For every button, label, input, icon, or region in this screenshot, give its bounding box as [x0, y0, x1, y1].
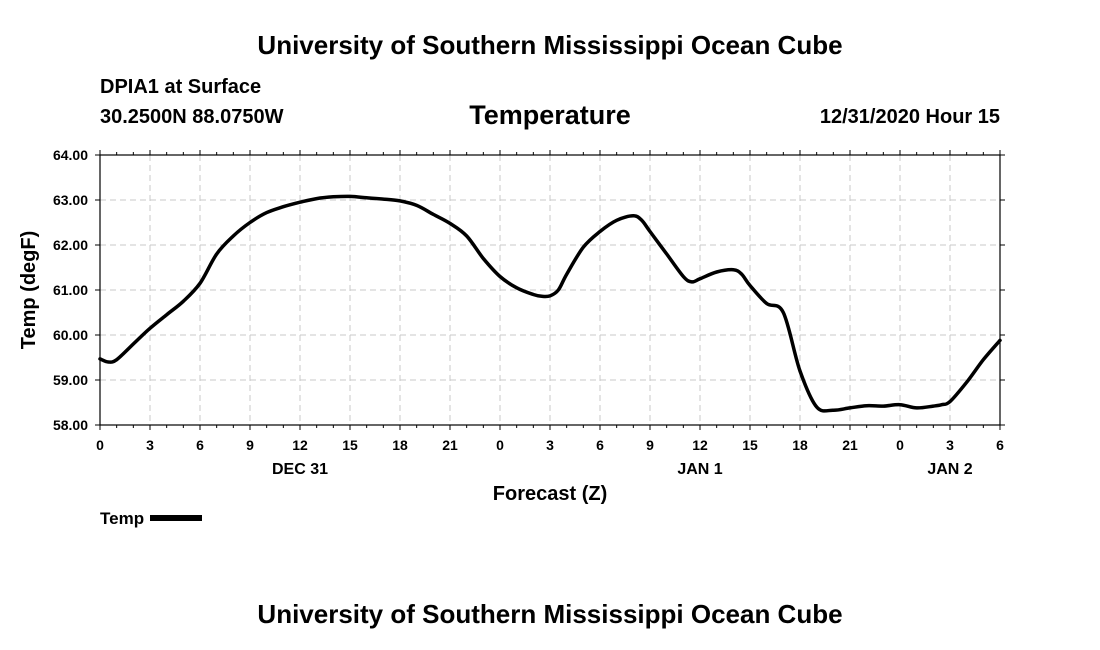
x-tick-label: 9 [646, 437, 654, 453]
coordinates-label: 30.2500N 88.0750W [100, 106, 284, 128]
x-tick-label: 0 [96, 437, 104, 453]
x-tick-label: 6 [196, 437, 204, 453]
y-tick-label: 62.00 [53, 237, 88, 253]
y-tick-label: 63.00 [53, 192, 88, 208]
series-layer [98, 194, 1002, 413]
x-tick-label: 12 [692, 437, 708, 453]
x-tick-label: 15 [742, 437, 758, 453]
x-tick-label: 12 [292, 437, 308, 453]
legend-label: Temp [100, 509, 145, 528]
x-tick-label: 3 [146, 437, 154, 453]
y-tick-label: 64.00 [53, 147, 88, 163]
x-tick-label: 15 [342, 437, 358, 453]
legend-line-swatch [150, 514, 203, 521]
x-tick-label: 21 [442, 437, 458, 453]
run-time-label: 12/31/2020 Hour 15 [819, 106, 1000, 128]
y-tick-label: 59.00 [53, 372, 88, 388]
top-title: University of Southern Mississippi Ocean… [257, 30, 843, 60]
x-tick-label: 0 [896, 437, 904, 453]
bottom-title: University of Southern Mississippi Ocean… [257, 599, 843, 629]
date-label: JAN 1 [677, 461, 722, 478]
x-tick-label: 0 [496, 437, 504, 453]
x-tick-label: 3 [546, 437, 554, 453]
x-tick-label: 3 [946, 437, 954, 453]
date-label: JAN 2 [927, 461, 972, 478]
station-label: DPIA1 at Surface [100, 76, 262, 98]
legend: Temp [100, 509, 203, 529]
series-line-temp [98, 194, 1002, 413]
grid-layer [100, 155, 1000, 425]
date-label: DEC 31 [272, 461, 328, 478]
y-tick-label: 61.00 [53, 282, 88, 298]
x-tick-label: 9 [246, 437, 254, 453]
x-tick-label: 21 [842, 437, 858, 453]
x-tick-label: 18 [792, 437, 808, 453]
tick-layer: 58.00 59.00 60.00 61.00 62.00 63.00 64.00 0 3 6 9 1… [53, 147, 1005, 478]
x-axis-label: Forecast (Z) [493, 483, 607, 505]
x-tick-label: 6 [596, 437, 604, 453]
y-tick-label: 60.00 [53, 327, 88, 343]
x-tick-label: 18 [392, 437, 408, 453]
x-tick-label: 6 [996, 437, 1004, 453]
y-axis-label: Temp (degF) [18, 231, 40, 350]
y-tick-label: 58.00 [53, 417, 88, 433]
chart-title: Temperature [469, 100, 631, 130]
